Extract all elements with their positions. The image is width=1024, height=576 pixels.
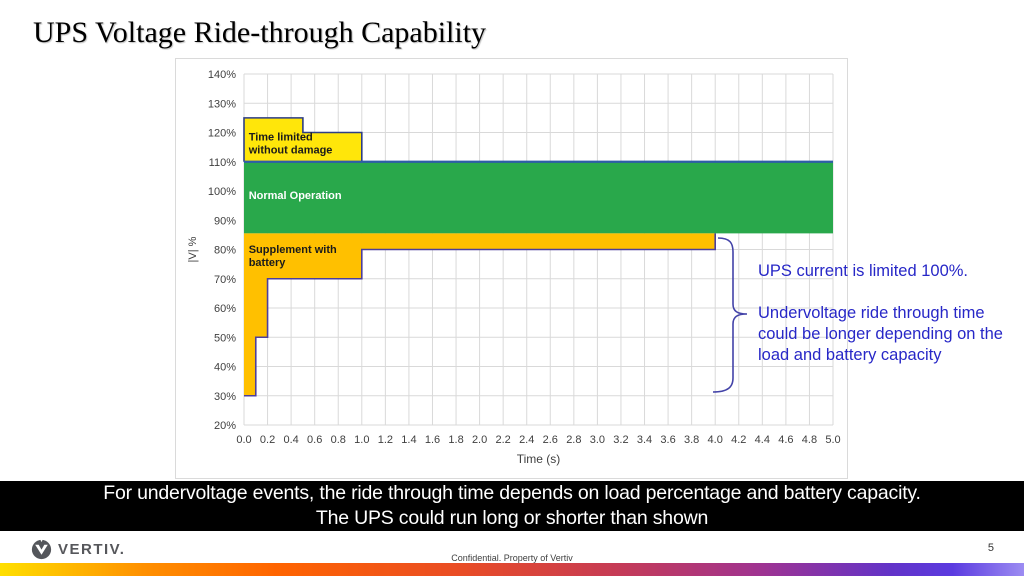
y-tick-label: 70%: [214, 274, 236, 286]
confidential-footer: Confidential. Property of Vertiv: [451, 553, 573, 563]
annotation-para-2: Undervoltage ride through time could be …: [758, 304, 1003, 364]
x-tick-label: 1.6: [425, 434, 440, 446]
x-tick-label: 3.6: [660, 434, 675, 446]
vertiv-logo-text: VERTIV.: [58, 540, 126, 558]
x-tick-label: 0.0: [236, 434, 251, 446]
region-normal-operation: [244, 161, 833, 234]
y-axis-title: |V| %: [187, 236, 199, 262]
y-tick-label: 20%: [214, 420, 236, 432]
x-tick-label: 5.0: [825, 434, 840, 446]
x-axis-title: Time (s): [517, 452, 561, 466]
x-tick-label: 4.4: [755, 434, 770, 446]
x-tick-label: 1.8: [448, 434, 463, 446]
region-label: Time limited: [249, 132, 313, 144]
undervoltage-limit-line: [244, 233, 717, 397]
x-tick-label: 0.6: [307, 434, 322, 446]
region-label: without damage: [248, 145, 333, 157]
y-tick-label: 30%: [214, 391, 236, 403]
x-tick-label: 1.0: [354, 434, 369, 446]
x-tick-label: 0.2: [260, 434, 275, 446]
x-tick-label: 2.6: [543, 434, 558, 446]
y-tick-label: 90%: [214, 215, 236, 227]
x-tick-label: 3.4: [637, 434, 652, 446]
page-number: 5: [987, 542, 994, 554]
y-tick-label: 140%: [208, 69, 236, 81]
y-tick-label: 60%: [214, 303, 236, 315]
region-label: battery: [249, 257, 287, 269]
region-time-limited-without-damage: [244, 117, 362, 162]
annotation-para-1: UPS current is limited 100%.: [758, 262, 968, 280]
x-tick-label: 1.4: [401, 434, 416, 446]
y-tick-label: 40%: [214, 362, 236, 374]
y-tick-label: 110%: [209, 157, 237, 169]
ups-chart-svg: 0.0 0.2 0.4 0.6 0.8 1.0 1.2 1.4 1.6 1.8 2.0 2.2 2.4 2…: [187, 69, 841, 466]
x-tick-label: 2.4: [519, 434, 534, 446]
ups-chart: 0.0 0.2 0.4 0.6 0.8 1.0 1.2 1.4 1.6 1.8 2.0 2.2 2.4 2…: [175, 58, 848, 479]
x-tick-label: 4.8: [802, 434, 817, 446]
annotation-text: UPS current is limited 100%. Undervoltag…: [758, 261, 1020, 366]
region-label: Supplement with: [249, 244, 337, 256]
y-tick-label: 100%: [208, 186, 236, 198]
banner-line-1: For undervoltage events, the ride throug…: [103, 482, 921, 504]
x-tick-label: 0.8: [331, 434, 346, 446]
x-tick-label: 4.6: [778, 434, 793, 446]
vertiv-logo-icon: [31, 538, 52, 559]
x-tick-label: 2.2: [496, 434, 511, 446]
brand-gradient-stripe: [0, 563, 1024, 576]
x-tick-label: 1.2: [378, 434, 393, 446]
bottom-banner: For undervoltage events, the ride throug…: [0, 481, 1024, 531]
vertiv-logo: VERTIV.: [31, 537, 125, 561]
x-tick-label: 0.4: [283, 434, 298, 446]
y-tick-label: 120%: [208, 128, 236, 140]
y-tick-label: 80%: [214, 245, 236, 257]
brace-path: [712, 237, 748, 393]
overvoltage-limit-line: [243, 117, 363, 162]
y-tick-label: 50%: [214, 332, 236, 344]
x-tick-label: 4.2: [731, 434, 746, 446]
x-tick-label: 2.8: [566, 434, 581, 446]
x-tick-label: 4.0: [708, 434, 723, 446]
x-tick-label: 2.0: [472, 434, 487, 446]
annotation-brace: [712, 237, 748, 393]
x-tick-label: 3.8: [684, 434, 699, 446]
y-tick-label: 130%: [208, 98, 236, 110]
x-tick-label: 3.0: [590, 434, 605, 446]
region-label: Normal Operation: [249, 190, 342, 202]
x-tick-label: 3.2: [613, 434, 628, 446]
slide-title: UPS Voltage Ride-through Capability: [33, 16, 487, 49]
banner-line-2: The UPS could run long or shorter than s…: [315, 507, 709, 529]
